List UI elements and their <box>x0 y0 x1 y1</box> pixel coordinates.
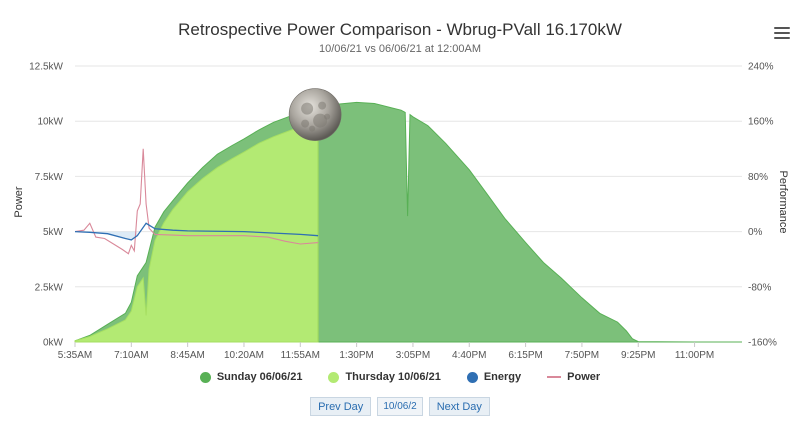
energy-band <box>75 231 138 240</box>
x-tick-label: 11:00PM <box>675 350 714 361</box>
chart-subtitle: 10/06/21 vs 06/06/21 at 12:00AM <box>318 43 482 55</box>
hamburger-menu-icon[interactable] <box>774 27 790 41</box>
y-tick-label: 10kW <box>37 117 63 128</box>
legend-item-thursday[interactable]: Thursday 10/06/21 <box>328 371 441 383</box>
y2-tick-label: 80% <box>748 172 768 183</box>
energy-line[interactable] <box>74 222 319 241</box>
x-axis-ticks: 5:35AM 7:10AM 8:45AM 10:20AM 11:55AM 1:30PM 3:… <box>58 342 714 361</box>
y-tick-label: 12.5kW <box>29 62 63 73</box>
legend-dot-icon <box>328 371 340 383</box>
x-tick-label: 8:45AM <box>170 350 204 361</box>
y-tick-label: 7.5kW <box>35 172 64 183</box>
y2-tick-label: -160% <box>748 338 777 349</box>
legend-label: Power <box>567 371 601 383</box>
x-tick-label: 6:15PM <box>508 350 542 361</box>
moon-crater <box>324 113 331 120</box>
legend: Sunday 06/06/21 Thursday 10/06/21 Energy… <box>0 371 800 383</box>
performance-axis-ticks: -160% -80% 0% 80% 160% 240% <box>748 62 777 349</box>
moon-crater <box>309 125 316 132</box>
legend-label: Energy <box>483 371 522 383</box>
x-tick-label: 11:55AM <box>281 350 320 361</box>
y-axis-ticks: 0kW 2.5kW 5kW 7.5kW 10kW 12.5kW <box>29 62 63 349</box>
legend-item-power[interactable]: Power <box>547 371 600 383</box>
chart-title: Retrospective Power Comparison - Wbrug-P… <box>178 20 622 39</box>
moon-crater <box>313 113 328 128</box>
moon-crater <box>318 101 327 110</box>
x-tick-label: 1:30PM <box>339 350 373 361</box>
y-axis-title: Power <box>13 186 25 218</box>
legend-label: Sunday 06/06/21 <box>216 371 303 383</box>
x-tick-label: 9:25PM <box>621 350 655 361</box>
x-tick-label: 10:20AM <box>224 350 264 361</box>
x-tick-label: 7:10AM <box>114 350 148 361</box>
date-field[interactable]: 10/06/2 <box>377 397 423 416</box>
next-day-button[interactable]: Next Day <box>428 397 490 416</box>
y2-axis-title: Performance <box>777 171 789 234</box>
moon-icon <box>288 88 342 141</box>
prev-day-button[interactable]: Prev Day <box>310 397 372 416</box>
x-tick-label: 3:05PM <box>396 350 430 361</box>
y-tick-label: 0kW <box>43 338 64 349</box>
y2-tick-label: 240% <box>748 62 774 73</box>
moon-marker <box>288 88 342 141</box>
moon-crater <box>301 119 310 128</box>
y-tick-label: 5kW <box>43 227 64 238</box>
y2-tick-label: 0% <box>748 227 763 238</box>
line-series <box>74 148 319 255</box>
x-tick-label: 7:50PM <box>565 350 599 361</box>
y-tick-label: 2.5kW <box>35 282 64 293</box>
x-tick-label: 4:40PM <box>452 350 486 361</box>
y2-tick-label: -80% <box>748 282 771 293</box>
legend-dot-icon <box>199 371 211 383</box>
y2-tick-label: 160% <box>748 117 774 128</box>
legend-label: Thursday 10/06/21 <box>345 371 441 383</box>
day-navigation: Prev Day 10/06/2 Next Day <box>0 397 800 416</box>
legend-dot-icon <box>466 371 478 383</box>
area-series <box>74 101 742 343</box>
legend-line-icon <box>547 376 562 378</box>
power-line[interactable] <box>74 148 319 255</box>
legend-item-sunday[interactable]: Sunday 06/06/21 <box>199 371 303 383</box>
x-tick-label: 5:35AM <box>58 350 92 361</box>
legend-item-energy[interactable]: Energy <box>466 371 522 383</box>
moon-crater <box>301 102 314 115</box>
